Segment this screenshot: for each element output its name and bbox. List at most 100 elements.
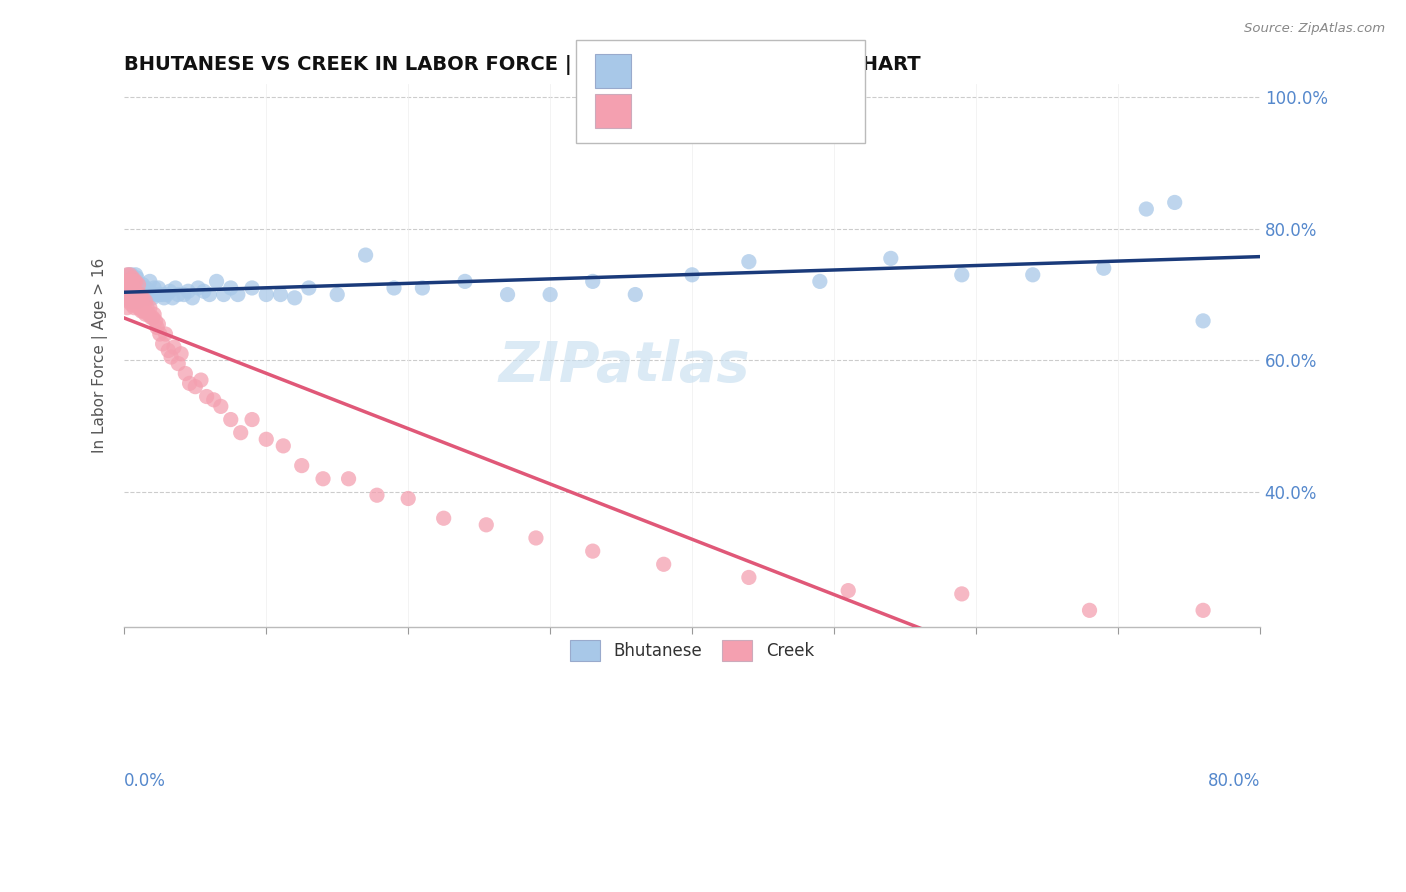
Point: [118, 268, 141, 282]
Point: [157, 343, 180, 358]
Point: [124, 274, 146, 288]
Point: [132, 291, 155, 305]
Point: [117, 281, 139, 295]
Point: [117, 268, 139, 282]
Point: [212, 287, 235, 301]
Point: [240, 281, 263, 295]
Point: [128, 294, 150, 309]
Point: [115, 287, 138, 301]
Point: [1163, 195, 1185, 210]
Point: [120, 268, 142, 282]
Point: [254, 432, 277, 446]
Point: [524, 531, 547, 545]
Text: -0.610: -0.610: [685, 102, 749, 120]
Point: [160, 350, 183, 364]
Point: [880, 252, 903, 266]
Point: [229, 425, 252, 440]
Point: [738, 254, 761, 268]
Point: [122, 294, 145, 309]
Point: [131, 304, 153, 318]
Point: [475, 517, 498, 532]
Text: R =: R =: [637, 102, 671, 120]
Point: [808, 274, 831, 288]
Point: [153, 291, 176, 305]
Point: [173, 287, 195, 301]
Point: [152, 287, 174, 301]
Point: [193, 285, 215, 299]
Point: [125, 271, 148, 285]
Point: [148, 281, 170, 295]
Point: [219, 412, 242, 426]
Point: [209, 400, 232, 414]
Point: [538, 287, 561, 301]
Point: [366, 488, 388, 502]
Point: [128, 277, 150, 292]
Point: [146, 320, 169, 334]
Point: [122, 287, 145, 301]
Point: [125, 287, 148, 301]
Point: [496, 287, 519, 301]
Point: [149, 287, 172, 301]
Point: [1092, 261, 1115, 276]
Point: [129, 287, 152, 301]
Point: [131, 281, 153, 295]
Point: [184, 379, 207, 393]
Point: [138, 287, 160, 301]
Point: [159, 285, 181, 299]
Point: [117, 291, 139, 305]
Point: [125, 291, 148, 305]
Point: [121, 285, 143, 299]
Point: [128, 301, 150, 315]
Text: 0.115: 0.115: [693, 62, 749, 80]
Point: [1022, 268, 1045, 282]
Point: [177, 285, 200, 299]
Point: [226, 287, 249, 301]
Point: [139, 285, 162, 299]
Point: [122, 274, 145, 288]
Point: [115, 281, 138, 295]
Point: [114, 274, 136, 288]
Point: [433, 511, 456, 525]
Point: [136, 301, 159, 315]
Point: [269, 287, 291, 301]
Point: [121, 291, 143, 305]
Point: [122, 274, 145, 288]
Point: [121, 294, 143, 309]
Point: [187, 281, 209, 295]
Point: [131, 291, 153, 305]
Point: [837, 583, 859, 598]
Point: [142, 310, 165, 325]
Point: [219, 281, 242, 295]
Point: [454, 274, 477, 288]
Text: N =: N =: [742, 102, 776, 120]
Point: [128, 277, 150, 292]
Point: [143, 307, 166, 321]
Point: [124, 285, 146, 299]
Point: [1192, 314, 1215, 328]
Point: [382, 281, 405, 295]
Point: [145, 287, 167, 301]
Point: [128, 291, 150, 305]
Point: [738, 570, 761, 584]
Point: [129, 301, 152, 315]
Point: [950, 268, 973, 282]
Point: [117, 285, 139, 299]
Point: [138, 307, 160, 321]
Text: Source: ZipAtlas.com: Source: ZipAtlas.com: [1244, 22, 1385, 36]
Text: N =: N =: [742, 62, 776, 80]
Point: [131, 291, 153, 305]
Point: [271, 439, 294, 453]
Point: [135, 291, 157, 305]
Point: [117, 274, 139, 288]
Point: [134, 301, 156, 315]
Point: [652, 558, 675, 572]
Point: [134, 287, 156, 301]
Point: [298, 281, 321, 295]
Point: [1192, 603, 1215, 617]
Point: [337, 472, 360, 486]
Point: [195, 390, 218, 404]
Point: [114, 281, 136, 295]
Point: [120, 274, 142, 288]
Point: [118, 291, 141, 305]
Point: [132, 304, 155, 318]
